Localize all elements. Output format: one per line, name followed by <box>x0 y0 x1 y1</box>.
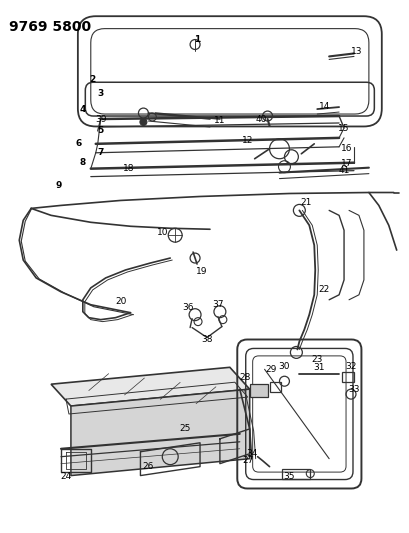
Text: 11: 11 <box>213 117 225 125</box>
Text: 29: 29 <box>265 365 276 374</box>
Text: 34: 34 <box>245 449 257 458</box>
Text: 21: 21 <box>300 198 311 207</box>
Text: 25: 25 <box>179 424 190 433</box>
Text: 10: 10 <box>156 228 168 237</box>
Text: 12: 12 <box>241 136 253 146</box>
Circle shape <box>139 118 146 125</box>
Text: 7: 7 <box>97 148 103 157</box>
Text: 17: 17 <box>340 159 352 168</box>
Text: 4: 4 <box>79 104 86 114</box>
Text: 24: 24 <box>60 472 72 481</box>
Bar <box>341 372 353 382</box>
Polygon shape <box>71 389 249 475</box>
Text: 19: 19 <box>196 268 207 277</box>
Bar <box>249 384 267 397</box>
Text: 3: 3 <box>97 88 103 98</box>
Text: 18: 18 <box>122 164 134 173</box>
Polygon shape <box>51 367 249 406</box>
Text: 16: 16 <box>340 144 352 154</box>
Text: 2: 2 <box>90 75 96 84</box>
Bar <box>269 382 281 392</box>
Text: 15: 15 <box>337 124 349 133</box>
Text: 39: 39 <box>95 115 106 124</box>
Text: 31: 31 <box>313 363 324 372</box>
Bar <box>282 469 310 479</box>
Text: 40: 40 <box>255 115 267 124</box>
Text: 1: 1 <box>193 35 200 44</box>
Text: 9: 9 <box>56 181 62 190</box>
Text: 14: 14 <box>318 102 329 110</box>
Text: 8: 8 <box>79 158 86 167</box>
Text: 20: 20 <box>115 297 126 306</box>
Text: 33: 33 <box>347 385 359 394</box>
Text: 35: 35 <box>283 472 294 481</box>
Text: 26: 26 <box>142 462 154 471</box>
Text: 9769 5800: 9769 5800 <box>9 20 91 34</box>
Text: 28: 28 <box>238 373 250 382</box>
Text: 30: 30 <box>278 362 290 371</box>
Text: 22: 22 <box>318 285 329 294</box>
Text: 23: 23 <box>311 355 322 364</box>
Text: 27: 27 <box>241 456 253 465</box>
Text: 5: 5 <box>97 126 103 135</box>
Text: 37: 37 <box>211 300 223 309</box>
Text: 32: 32 <box>344 362 356 371</box>
Text: 36: 36 <box>182 303 193 312</box>
Text: 6: 6 <box>76 139 82 148</box>
Text: 13: 13 <box>351 47 362 56</box>
Text: 38: 38 <box>201 335 212 344</box>
Text: 41: 41 <box>337 166 349 175</box>
